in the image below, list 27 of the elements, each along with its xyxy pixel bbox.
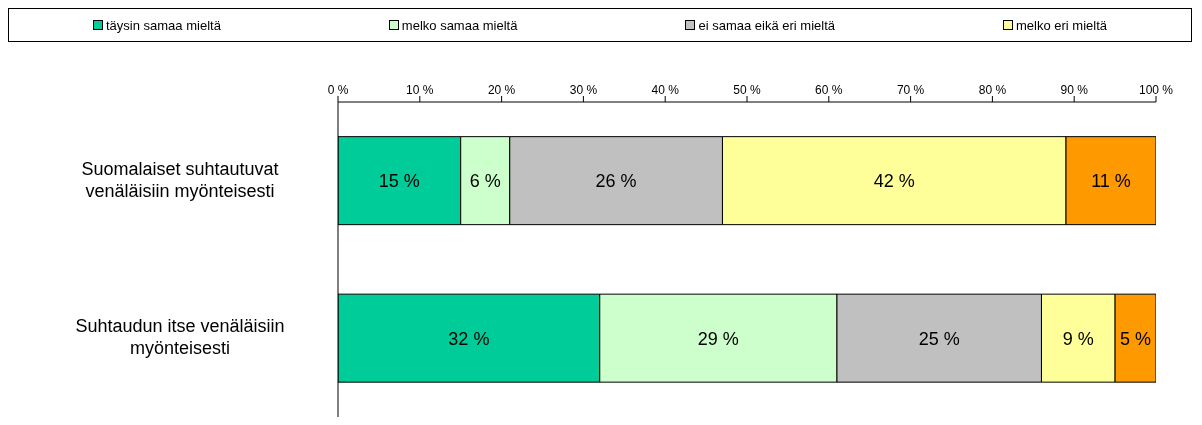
data-label: 29 % <box>697 328 739 349</box>
data-label: 42 % <box>873 171 915 192</box>
data-label: 5 % <box>1120 328 1152 349</box>
x-tick-label: 50 % <box>733 83 761 97</box>
x-tick-label: 0 % <box>327 83 349 97</box>
x-tick-label: 100 % <box>1138 83 1174 97</box>
data-label: 25 % <box>918 328 960 349</box>
x-tick-label: 80 % <box>978 83 1007 97</box>
data-label: 26 % <box>595 171 637 192</box>
x-tick-label: 70 % <box>896 83 925 97</box>
x-tick-label: 10 % <box>406 83 434 97</box>
x-tick-label: 20 % <box>487 83 516 97</box>
data-label: 6 % <box>469 171 501 192</box>
legend-label: täysin samaa mieltä <box>105 17 221 33</box>
data-label: 32 % <box>448 328 490 349</box>
data-label: 9 % <box>1062 328 1094 349</box>
legend-label: ei samaa eikä eri mieltä <box>698 17 835 33</box>
x-tick-label: 90 % <box>1060 83 1089 97</box>
legend-label: melko samaa mieltä <box>401 17 518 33</box>
y-tick-label: Suhtaudun itse venäläisiin myönteisesti <box>75 316 285 358</box>
y-tick-label: Suomalaiset suhtautuvat venäläisiin myönteisesti <box>81 158 279 201</box>
x-tick-label: 60 % <box>815 83 843 97</box>
x-tick-label: 30 % <box>569 83 598 97</box>
data-label: 11 % <box>1091 171 1131 192</box>
legend-label: melko eri mieltä <box>1015 17 1107 33</box>
data-label: 15 % <box>378 171 420 192</box>
x-tick-label: 40 % <box>651 83 680 97</box>
